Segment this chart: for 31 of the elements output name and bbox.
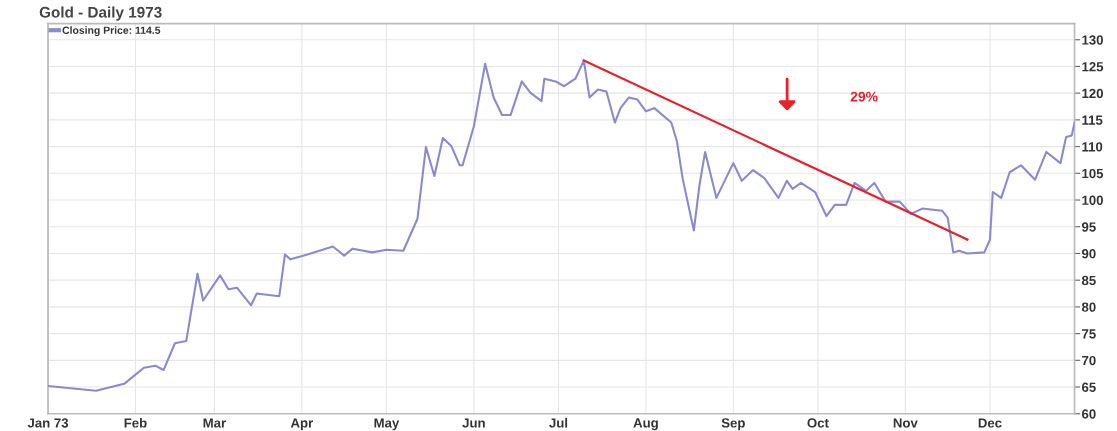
annotation: 29% — [850, 91, 878, 102]
x-tick-label: Oct — [807, 418, 829, 428]
chart-title: Gold - Daily 1973 — [39, 6, 162, 21]
y-tick-label: 70 — [1082, 355, 1096, 366]
x-tick-label: Mar — [203, 418, 226, 428]
y-tick-label: 120 — [1082, 88, 1103, 99]
x-tick-label: Nov — [893, 418, 918, 428]
x-tick-label: Aug — [633, 418, 658, 431]
y-tick-label: 60 — [1081, 409, 1096, 419]
x-tick-label: May — [374, 418, 400, 431]
legend-label: Closing Price: 114.5 — [62, 26, 161, 37]
y-tick-label: 100 — [1082, 195, 1103, 205]
y-tick-label: 75 — [1082, 329, 1096, 339]
x-tick-label: Jun — [462, 418, 485, 428]
y-tick-label: 105 — [1082, 168, 1104, 179]
y-tick-label: 110 — [1082, 142, 1103, 152]
y-tick-label: 95 — [1081, 222, 1096, 232]
y-tick-label: 115 — [1082, 115, 1103, 125]
x-tick-label: Dec — [978, 418, 1002, 428]
x-tick-label: Apr — [290, 418, 313, 431]
x-tick-label: Feb — [124, 417, 147, 428]
y-tick-label: 125 — [1082, 62, 1104, 72]
y-tick-label: 85 — [1081, 275, 1096, 286]
x-tick-label: Jul — [549, 417, 568, 428]
y-tick-label: 80 — [1081, 302, 1096, 312]
y-tick-label: 65 — [1081, 382, 1096, 392]
y-tick-label: 130 — [1082, 35, 1103, 45]
x-tick-label: Sep — [721, 418, 745, 431]
y-tick-label: 90 — [1081, 249, 1096, 259]
x-tick-label: Jan 73 — [27, 418, 69, 428]
line-series — [48, 59, 1075, 392]
